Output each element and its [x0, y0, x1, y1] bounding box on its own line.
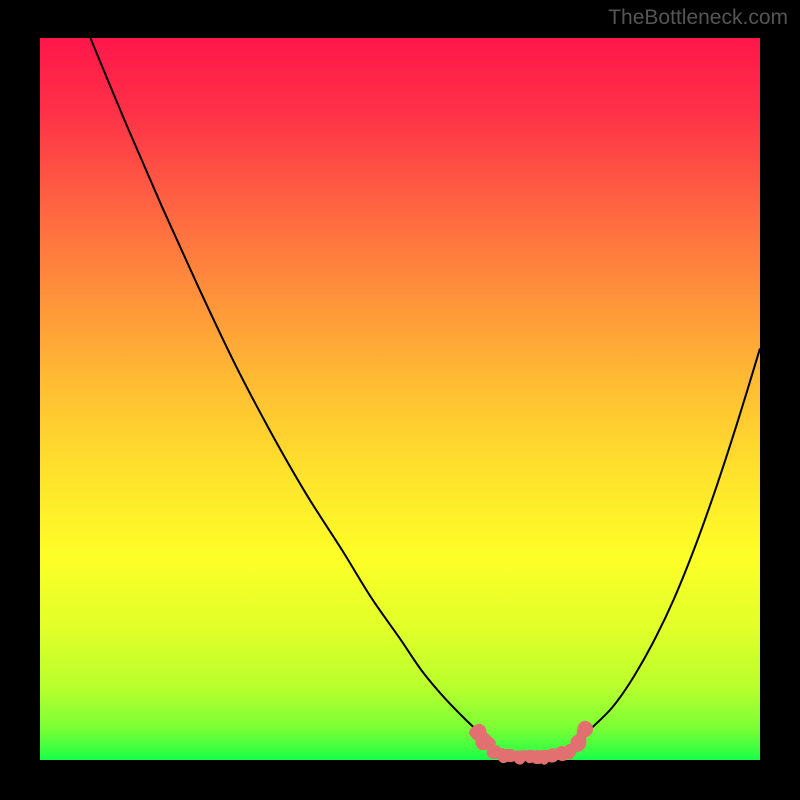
- plot-background: [40, 38, 760, 760]
- bottleneck-chart: [0, 0, 800, 800]
- watermark-text: TheBottleneck.com: [608, 6, 788, 30]
